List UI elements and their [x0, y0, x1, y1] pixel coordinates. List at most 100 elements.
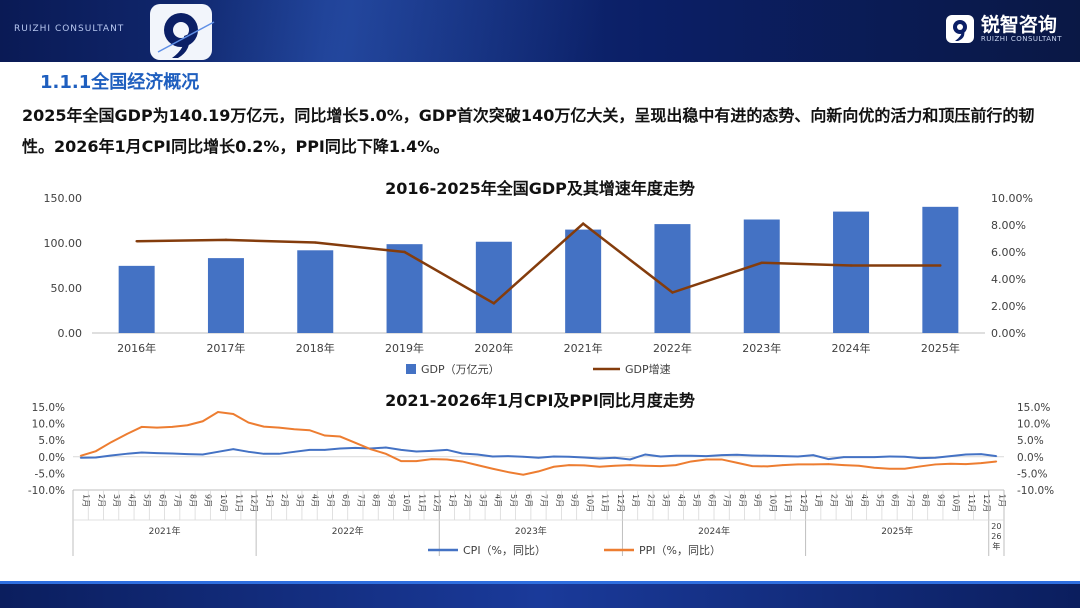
gdp-growth-point	[849, 264, 853, 267]
ppi-point	[690, 460, 692, 463]
legend-ppi-label: PPI（%，同比）	[639, 544, 721, 557]
right-axis-tick-label: 15.0%	[1017, 402, 1050, 414]
month-label: 4月	[127, 494, 136, 507]
cpi-point	[201, 453, 204, 456]
ppi-point	[781, 464, 784, 466]
legend-cpi-label: CPI（%，同比）	[463, 544, 546, 557]
month-label: 12月	[799, 494, 808, 512]
month-label: 9月	[753, 494, 762, 507]
month-label: 1月	[997, 494, 1006, 507]
gdp-bar	[118, 265, 155, 333]
month-label: 4月	[311, 494, 320, 507]
ppi-point	[903, 467, 906, 470]
cpi-point	[339, 447, 341, 450]
month-label: 4月	[860, 494, 869, 507]
gdp-bar	[475, 241, 512, 333]
ppi-point	[949, 462, 952, 465]
ppi-point	[293, 428, 296, 431]
ppi-point	[156, 426, 158, 429]
cpi-point	[125, 453, 128, 455]
cpi-point	[522, 456, 525, 458]
cpi-point	[415, 450, 418, 453]
gdp-growth-point	[581, 222, 585, 225]
cpi-point	[934, 456, 937, 459]
cpi-point	[308, 449, 311, 451]
cpi-point	[278, 453, 280, 455]
month-label: 10月	[219, 494, 228, 512]
month-label: 5月	[692, 494, 701, 507]
legend-gdp-swatch	[406, 364, 416, 374]
month-label: 10月	[768, 494, 777, 512]
month-label: 10月	[952, 494, 961, 512]
x-tick-label: 2022年	[653, 341, 692, 355]
x-tick-label: 2019年	[385, 341, 424, 355]
month-label: 9月	[204, 494, 213, 507]
ppi-point	[217, 411, 219, 413]
ppi-point	[369, 448, 372, 450]
right-axis-tick-label: 4.00%	[991, 273, 1026, 286]
ppi-point	[522, 473, 525, 476]
left-axis-tick-label: -10.0%	[28, 485, 65, 497]
cpi-point	[965, 453, 967, 456]
cpi-point	[232, 448, 235, 450]
cpi-point	[690, 455, 692, 457]
cpi-point	[888, 455, 891, 458]
cpi-point	[552, 455, 555, 458]
gdp-growth-line	[136, 222, 941, 305]
month-label: 9月	[936, 494, 945, 507]
ppi-point	[873, 466, 876, 469]
ppi-point	[201, 420, 204, 423]
month-label: 3月	[662, 494, 671, 507]
month-label: 1月	[814, 494, 823, 507]
brand-text-left: RUIZHI CONSULTANT	[14, 24, 125, 34]
cpi-point	[980, 453, 982, 455]
right-axis-tick-label: 0.0%	[1017, 452, 1044, 464]
section-title: 1.1.1全国经济概况	[40, 72, 200, 93]
month-label: 5月	[326, 494, 335, 507]
month-label: 11月	[234, 494, 243, 512]
month-label: 2月	[97, 494, 106, 507]
ppi-point	[583, 464, 586, 467]
ppi-point	[598, 465, 601, 468]
company-logo: 锐智咨询 RUIZHI CONSULTANT	[945, 14, 1062, 44]
cpi-point	[476, 453, 479, 456]
ppi-point	[385, 453, 387, 455]
month-label: 8月	[372, 494, 381, 507]
ppi-point	[919, 465, 921, 468]
cpi-point	[903, 456, 906, 458]
left-axis-tick-label: 5.0%	[38, 435, 65, 447]
month-label: 12月	[433, 494, 442, 512]
cpi-point	[537, 456, 540, 459]
month-label: 7月	[173, 494, 182, 507]
ppi-point	[125, 433, 128, 436]
month-label: 4月	[677, 494, 686, 507]
month-label: 8月	[188, 494, 197, 507]
left-axis-tick-label: 100.00	[44, 237, 83, 250]
month-label: 2月	[280, 494, 289, 507]
ppi-point	[827, 463, 830, 465]
ppi-point	[95, 450, 97, 452]
month-label: 2月	[463, 494, 472, 507]
x-tick-label: 2025年	[921, 341, 960, 355]
cpi-point	[140, 451, 143, 454]
month-label: 6月	[158, 494, 167, 507]
cpi-point	[873, 456, 876, 458]
gdp-bar	[565, 229, 602, 333]
ppi-point	[262, 425, 265, 428]
gdp-bar	[654, 224, 691, 333]
cpi-point	[751, 454, 753, 457]
year-label: 2023年	[515, 525, 547, 537]
gdp-growth-point	[492, 302, 496, 305]
ppi-point	[171, 426, 174, 428]
month-label: 12月	[982, 494, 991, 512]
x-tick-label: 2024年	[832, 341, 871, 355]
month-label: 1月	[265, 494, 274, 507]
year-label: 2022年	[332, 525, 364, 537]
x-tick-label: 2016年	[117, 341, 156, 355]
left-axis-tick-label: 10.0%	[32, 419, 65, 431]
gdp-chart: 0.00 50.00 100.00 150.00 0.00% 2.00% 4.00% 6.00…	[44, 192, 1033, 376]
right-axis-tick-label: 2.00%	[991, 300, 1026, 313]
cpi-point	[247, 451, 250, 453]
cpi-point	[812, 454, 815, 456]
company-name-cn: 锐智咨询	[980, 14, 1057, 36]
